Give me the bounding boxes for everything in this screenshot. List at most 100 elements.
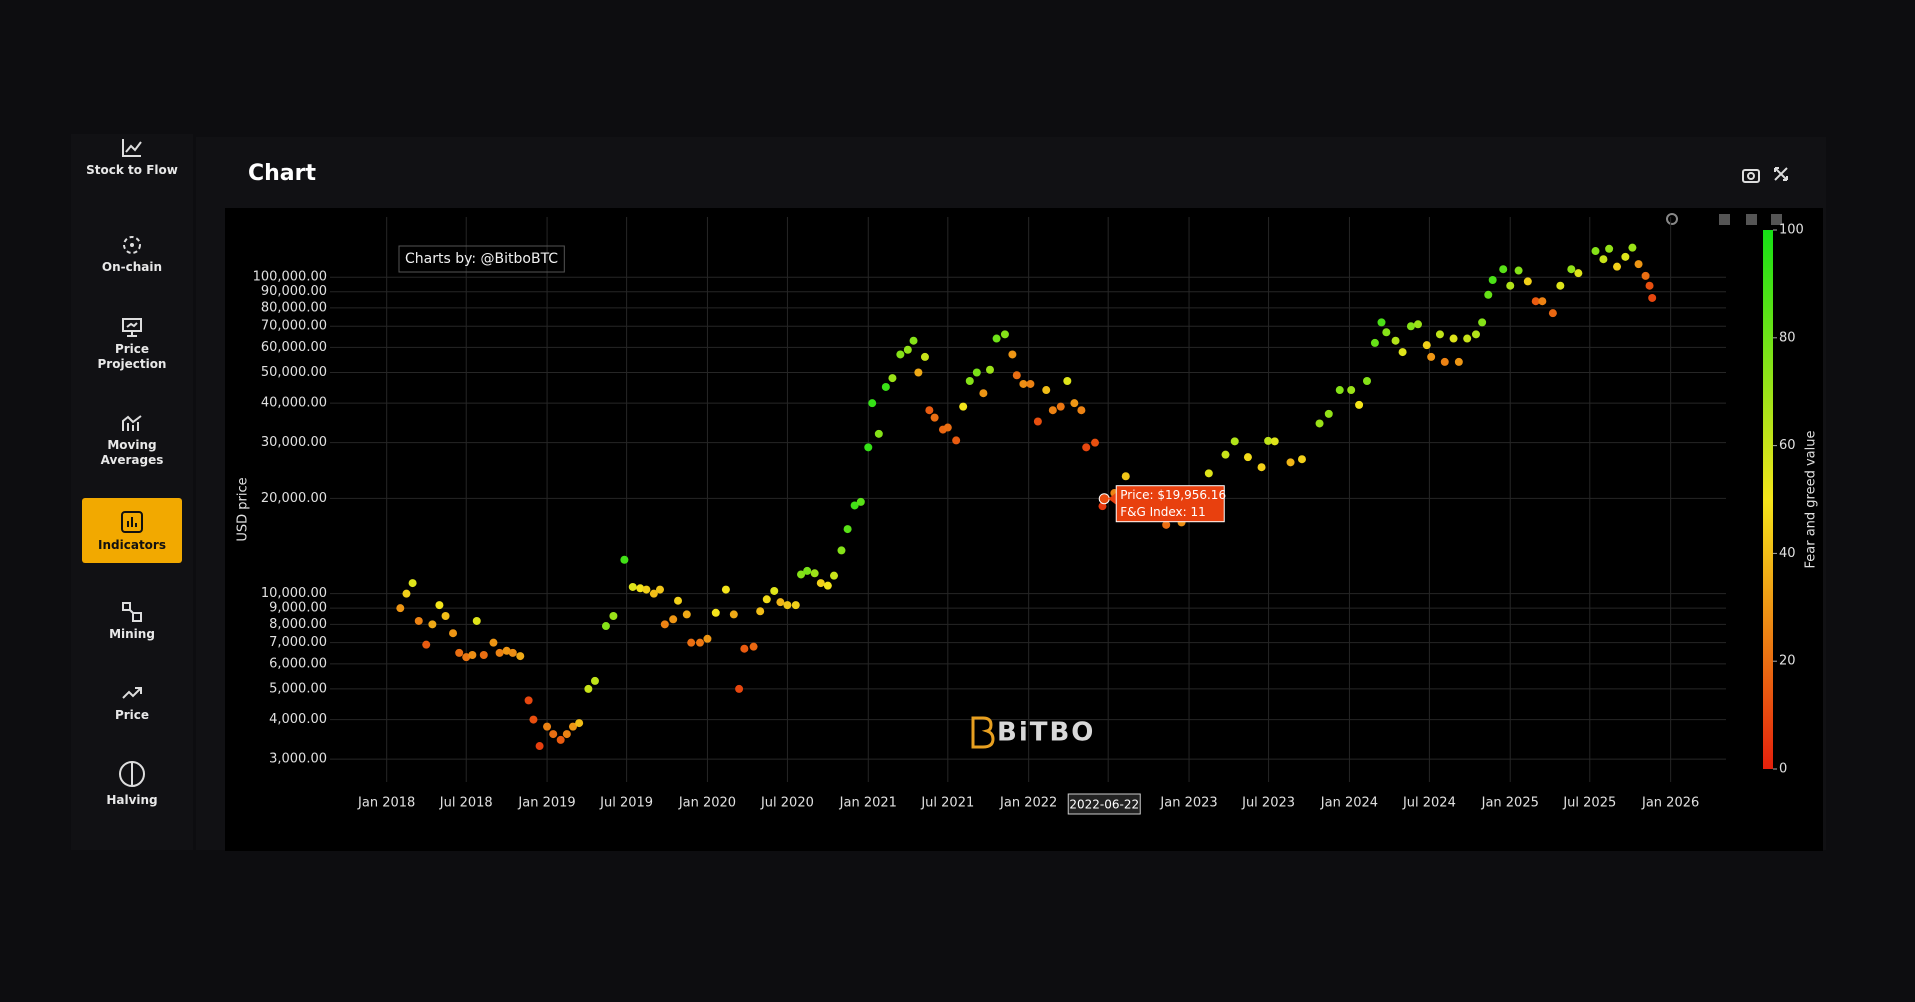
data-point — [549, 730, 558, 739]
data-point — [1370, 338, 1379, 347]
colorbar-tick-label: 100 — [1779, 223, 1804, 238]
data-point — [810, 569, 819, 578]
data-point — [1042, 386, 1051, 395]
data-point — [856, 497, 865, 506]
data-point — [1641, 271, 1650, 280]
data-point — [868, 399, 877, 408]
data-point — [408, 579, 417, 588]
annotation: Charts by: @BitboBTC — [405, 251, 558, 267]
data-point — [620, 555, 629, 564]
x-tick-label: Jul 2023 — [1241, 796, 1295, 811]
data-point — [441, 612, 450, 621]
data-point — [959, 402, 968, 411]
y-tick-label: 5,000.00 — [269, 681, 327, 696]
data-point — [1377, 318, 1386, 327]
data-point — [1538, 297, 1547, 306]
panel-tools[interactable] — [1741, 164, 1811, 186]
data-point — [479, 650, 488, 659]
data-point — [524, 696, 533, 705]
hover-x-box — [1067, 793, 1141, 815]
data-point — [711, 608, 720, 617]
data-point — [455, 648, 464, 657]
colorbar-tick-label: 0 — [1779, 762, 1787, 777]
data-point — [823, 581, 832, 590]
data-point — [414, 616, 423, 625]
data-point — [1355, 400, 1364, 409]
data-point — [888, 374, 897, 383]
data-point — [660, 620, 669, 629]
x-tick-label: Jul 2018 — [439, 796, 493, 811]
data-point — [1406, 322, 1415, 331]
data-point — [1398, 348, 1407, 357]
colorbar-tick-label: 60 — [1779, 438, 1796, 453]
data-point — [1382, 328, 1391, 337]
data-point — [1449, 334, 1458, 343]
y-tick-label: 20,000.00 — [261, 491, 327, 506]
data-point — [642, 585, 651, 594]
data-point — [609, 612, 618, 621]
data-point — [1435, 330, 1444, 339]
data-point — [1391, 336, 1400, 345]
plot-background — [225, 208, 1823, 851]
data-point — [472, 616, 481, 625]
data-point — [543, 722, 552, 731]
data-point — [816, 579, 825, 588]
y-tick-label: 30,000.00 — [261, 435, 327, 450]
data-point — [985, 365, 994, 374]
x-tick-label: Jul 2019 — [599, 796, 653, 811]
nav-item[interactable]: Price — [82, 682, 182, 723]
data-point — [1548, 309, 1557, 318]
data-point — [516, 652, 525, 661]
data-point — [735, 684, 744, 693]
data-point — [1506, 281, 1515, 290]
nav-item[interactable]: Moving Averages — [82, 412, 182, 468]
data-point — [1204, 469, 1213, 478]
data-point — [909, 336, 918, 345]
nav-item[interactable]: Stock to Flow — [82, 137, 182, 178]
nav-label: Halving — [106, 793, 158, 807]
data-point — [1230, 437, 1239, 446]
data-point — [1286, 458, 1295, 467]
nav-item[interactable]: Price Projection — [82, 316, 182, 372]
nav-label: Moving Averages — [100, 438, 164, 467]
data-point — [1613, 262, 1622, 271]
data-point — [1628, 243, 1637, 252]
data-point — [1033, 417, 1042, 426]
data-point — [756, 607, 765, 616]
data-point — [1270, 437, 1279, 446]
x-tick-label: Jan 2019 — [517, 796, 575, 811]
y-tick-label: 8,000.00 — [269, 617, 327, 632]
data-point — [1463, 334, 1472, 343]
data-point — [1121, 472, 1130, 481]
nav-item[interactable]: Halving — [82, 759, 182, 808]
x-tick-label: Jan 2024 — [1320, 796, 1378, 811]
y-tick-label: 50,000.00 — [261, 365, 327, 380]
nav-item-active[interactable]: Indicators — [82, 498, 182, 563]
x-tick-label: Jan 2023 — [1159, 796, 1217, 811]
y-tick-label: 80,000.00 — [261, 300, 327, 315]
nav-item[interactable]: Mining — [82, 601, 182, 642]
data-point — [1297, 455, 1306, 464]
data-point — [791, 601, 800, 610]
nav-item[interactable]: On-chain — [82, 234, 182, 275]
data-point — [1162, 520, 1171, 529]
x-tick-label: Jan 2022 — [999, 796, 1057, 811]
watermark-logo — [971, 716, 995, 749]
x-tick-label: Jan 2018 — [357, 796, 415, 811]
data-point — [721, 585, 730, 594]
data-point — [749, 642, 758, 651]
data-point — [535, 742, 544, 751]
data-point — [529, 715, 538, 724]
data-point — [1599, 255, 1608, 264]
data-point — [762, 595, 771, 604]
data-point — [925, 406, 934, 415]
data-point — [874, 429, 883, 438]
modebar[interactable] — [1666, 213, 1782, 225]
data-point — [556, 735, 565, 744]
data-point — [776, 598, 785, 607]
data-point — [1413, 320, 1422, 329]
data-point — [1315, 419, 1324, 428]
data-point — [628, 582, 637, 591]
data-point — [1484, 290, 1493, 299]
x-tick-label: Jan 2021 — [839, 796, 897, 811]
